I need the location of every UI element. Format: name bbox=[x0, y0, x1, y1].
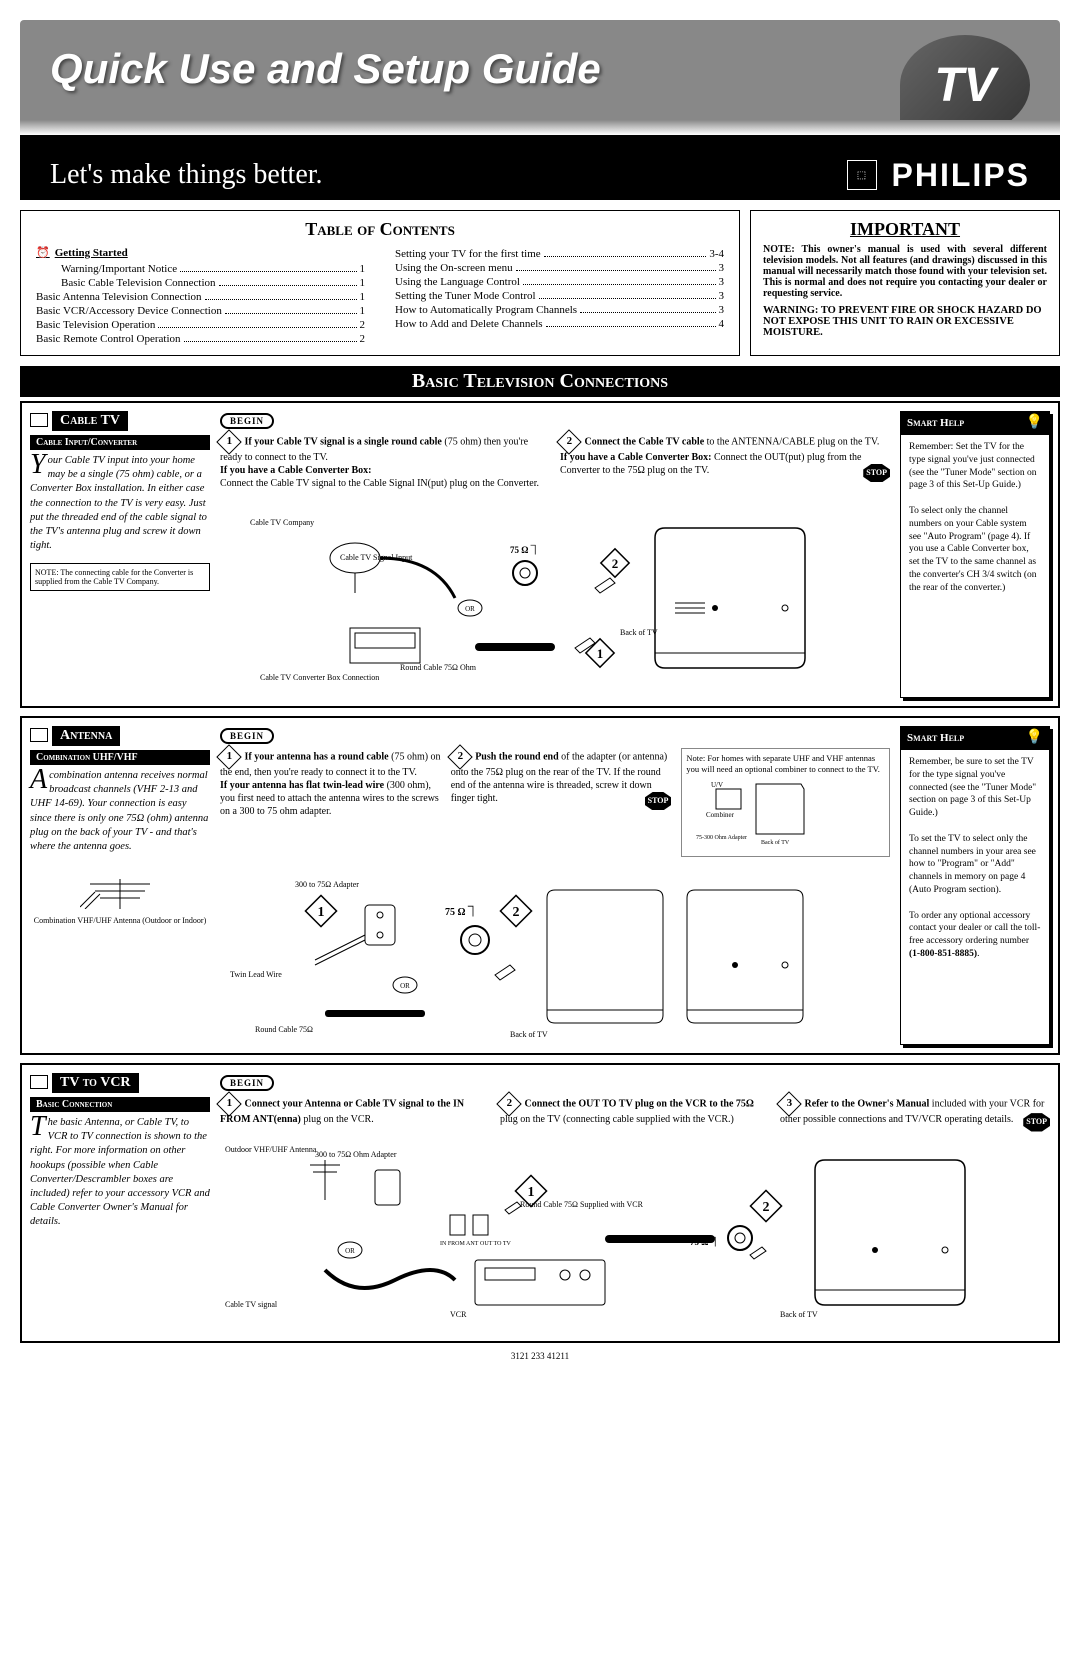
important-title: IMPORTANT bbox=[763, 219, 1047, 240]
step-number-icon: 2 bbox=[447, 744, 472, 769]
vcr-icon bbox=[30, 1075, 48, 1089]
vcr-diagram: OR IN FROM ANT OUT TO TV 1 bbox=[220, 1140, 1050, 1320]
svg-text:U/V: U/V bbox=[711, 781, 723, 789]
toc-row: Using the On-screen menu3 bbox=[395, 262, 724, 274]
antenna-sub: Combination UHF/VHF bbox=[30, 750, 210, 765]
toc-row: Using the Language Control3 bbox=[395, 276, 724, 288]
vcr-section: TV to VCR Basic Connection The basic Ant… bbox=[20, 1063, 1060, 1343]
cable-desc: Your Cable TV input into your home may b… bbox=[30, 454, 210, 553]
lightbulb-icon: 💡 bbox=[1026, 729, 1043, 748]
antenna-step-1: 1 If your antenna has a round cable (75 … bbox=[220, 748, 441, 857]
antenna-icon bbox=[30, 728, 48, 742]
table-of-contents: Table of Contents ⏰ Getting Started Warn… bbox=[20, 210, 740, 356]
toc-row: Warning/Important Notice1 bbox=[61, 263, 365, 275]
begin-badge: BEGIN bbox=[220, 728, 274, 744]
antenna-title: Antenna bbox=[52, 726, 120, 746]
cable-step-1: 1 If your Cable TV signal is a single ro… bbox=[220, 433, 550, 490]
begin-badge: BEGIN bbox=[220, 1075, 274, 1091]
svg-text:2: 2 bbox=[513, 905, 520, 920]
toc-row: Setting your TV for the first time3-4 bbox=[395, 248, 724, 260]
lightbulb-icon: 💡 bbox=[1026, 414, 1043, 433]
cable-tv-section: Cable TV Cable Input/Converter Your Cabl… bbox=[20, 401, 1060, 708]
antenna-sketch: Combination VHF/UHF Antenna (Outdoor or … bbox=[30, 869, 210, 925]
important-warning: WARNING: TO PREVENT FIRE OR SHOCK HAZARD… bbox=[763, 305, 1047, 338]
toc-row: Basic Remote Control Operation2 bbox=[36, 333, 365, 345]
cable-diagram: OR 75 Ω ⏋ 1 2 bbox=[220, 498, 890, 698]
svg-text:1: 1 bbox=[597, 646, 604, 661]
toc-title: Table of Contents bbox=[36, 219, 724, 240]
vcr-sub: Basic Connection bbox=[30, 1097, 210, 1112]
svg-text:Back of TV: Back of TV bbox=[761, 839, 790, 846]
toc-right-col: Setting your TV for the first time3-4 Usi… bbox=[395, 246, 724, 347]
stop-badge: STOP bbox=[645, 792, 672, 810]
cable-title: Cable TV bbox=[52, 411, 128, 431]
brand-logo: ⬚ PHILIPS bbox=[847, 157, 1030, 194]
svg-text:75 Ω ⏋: 75 Ω ⏋ bbox=[510, 544, 540, 555]
connections-header: Basic Television Connections bbox=[20, 366, 1060, 397]
vcr-step-3: 3 Refer to the Owner's Manual included w… bbox=[780, 1095, 1050, 1131]
step-number-icon: 1 bbox=[216, 744, 241, 769]
cable-note: NOTE: The connecting cable for the Conve… bbox=[30, 563, 210, 591]
svg-text:IN FROM ANT: IN FROM ANT bbox=[440, 1241, 479, 1247]
svg-text:OR: OR bbox=[345, 1247, 355, 1255]
step-number-icon: 1 bbox=[216, 429, 241, 454]
tagline: Let's make things better. bbox=[50, 159, 323, 191]
stop-badge: STOP bbox=[863, 464, 890, 482]
begin-badge: BEGIN bbox=[220, 413, 274, 429]
brand-name: PHILIPS bbox=[892, 157, 1030, 194]
toc-row: How to Add and Delete Channels4 bbox=[395, 318, 724, 330]
cable-step-2: 2 Connect the Cable TV cable to the ANTE… bbox=[560, 433, 890, 490]
toc-row: Basic Television Operation2 bbox=[36, 319, 365, 331]
svg-text:2: 2 bbox=[763, 1200, 770, 1215]
svg-text:75 Ω ⏋: 75 Ω ⏋ bbox=[690, 1236, 720, 1247]
vcr-desc: The basic Antenna, or Cable TV, to VCR t… bbox=[30, 1116, 210, 1229]
toc-row: Basic VCR/Accessory Device Connection1 bbox=[36, 305, 365, 317]
philips-shield-icon: ⬚ bbox=[847, 160, 877, 190]
toc-row: Setting the Tuner Mode Control3 bbox=[395, 290, 724, 302]
antenna-smart-help: Smart Help💡 Remember, be sure to set the… bbox=[900, 726, 1050, 1045]
antenna-section: Antenna Combination UHF/VHF A combinatio… bbox=[20, 716, 1060, 1055]
svg-text:1: 1 bbox=[318, 905, 325, 920]
important-note: NOTE: This owner's manual is used with s… bbox=[763, 244, 1047, 299]
important-box: IMPORTANT NOTE: This owner's manual is u… bbox=[750, 210, 1060, 356]
toc-row: How to Automatically Program Channels3 bbox=[395, 304, 724, 316]
step-number-icon: 2 bbox=[556, 429, 581, 454]
antenna-desc: A combination antenna receives normal br… bbox=[30, 769, 210, 854]
svg-text:75 Ω ⏋: 75 Ω ⏋ bbox=[445, 905, 478, 918]
clock-icon: ⏰ bbox=[36, 246, 50, 259]
cable-smart-help: Smart Help💡 Remember: Set the TV for the… bbox=[900, 411, 1050, 698]
antenna-note: Note: For homes with separate UHF and VH… bbox=[681, 748, 890, 857]
vcr-step-1: 1 Connect your Antenna or Cable TV signa… bbox=[220, 1095, 490, 1131]
toc-row: Basic Antenna Television Connection1 bbox=[36, 291, 365, 303]
cable-sub: Cable Input/Converter bbox=[30, 435, 210, 450]
header-banner: Quick Use and Setup Guide TV Let's make … bbox=[20, 20, 1060, 200]
stop-badge: STOP bbox=[1023, 1113, 1050, 1131]
toc-left-col: ⏰ Getting Started Warning/Important Noti… bbox=[36, 246, 365, 347]
svg-text:OR: OR bbox=[465, 605, 475, 613]
vcr-title: TV to VCR bbox=[52, 1073, 139, 1093]
toc-row: Basic Cable Television Connection1 bbox=[61, 277, 365, 289]
svg-text:OR: OR bbox=[400, 982, 410, 990]
svg-text:75-300 Ohm Adapter: 75-300 Ohm Adapter bbox=[696, 835, 747, 841]
svg-text:1: 1 bbox=[528, 1185, 535, 1200]
antenna-diagram: OR 1 75 Ω ⏋ 2 bbox=[220, 865, 890, 1045]
svg-text:Combiner: Combiner bbox=[706, 811, 735, 819]
getting-started-heading: ⏰ Getting Started bbox=[36, 246, 365, 259]
antenna-step-2: 2 Push the round end of the adapter (or … bbox=[451, 748, 672, 857]
svg-text:2: 2 bbox=[612, 556, 619, 571]
svg-text:OUT TO TV: OUT TO TV bbox=[480, 1241, 512, 1247]
cable-icon bbox=[30, 413, 48, 427]
vcr-step-2: 2 Connect the OUT TO TV plug on the VCR … bbox=[500, 1095, 770, 1131]
doc-number: 3121 233 41211 bbox=[20, 1351, 1060, 1361]
